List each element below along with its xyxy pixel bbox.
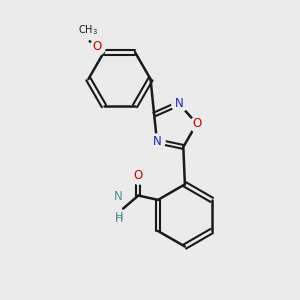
Text: N: N [153, 135, 161, 148]
Text: H: H [115, 212, 123, 222]
Text: O: O [134, 169, 143, 182]
Text: O: O [192, 117, 201, 130]
Text: O: O [92, 40, 101, 53]
Text: CH$_3$: CH$_3$ [78, 23, 98, 37]
Text: H: H [115, 214, 123, 224]
Text: N: N [114, 190, 123, 203]
Text: N: N [174, 97, 183, 110]
